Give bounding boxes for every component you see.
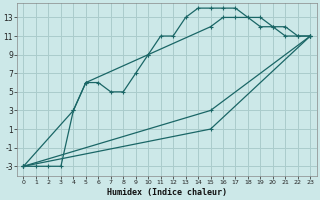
X-axis label: Humidex (Indice chaleur): Humidex (Indice chaleur) bbox=[107, 188, 227, 197]
